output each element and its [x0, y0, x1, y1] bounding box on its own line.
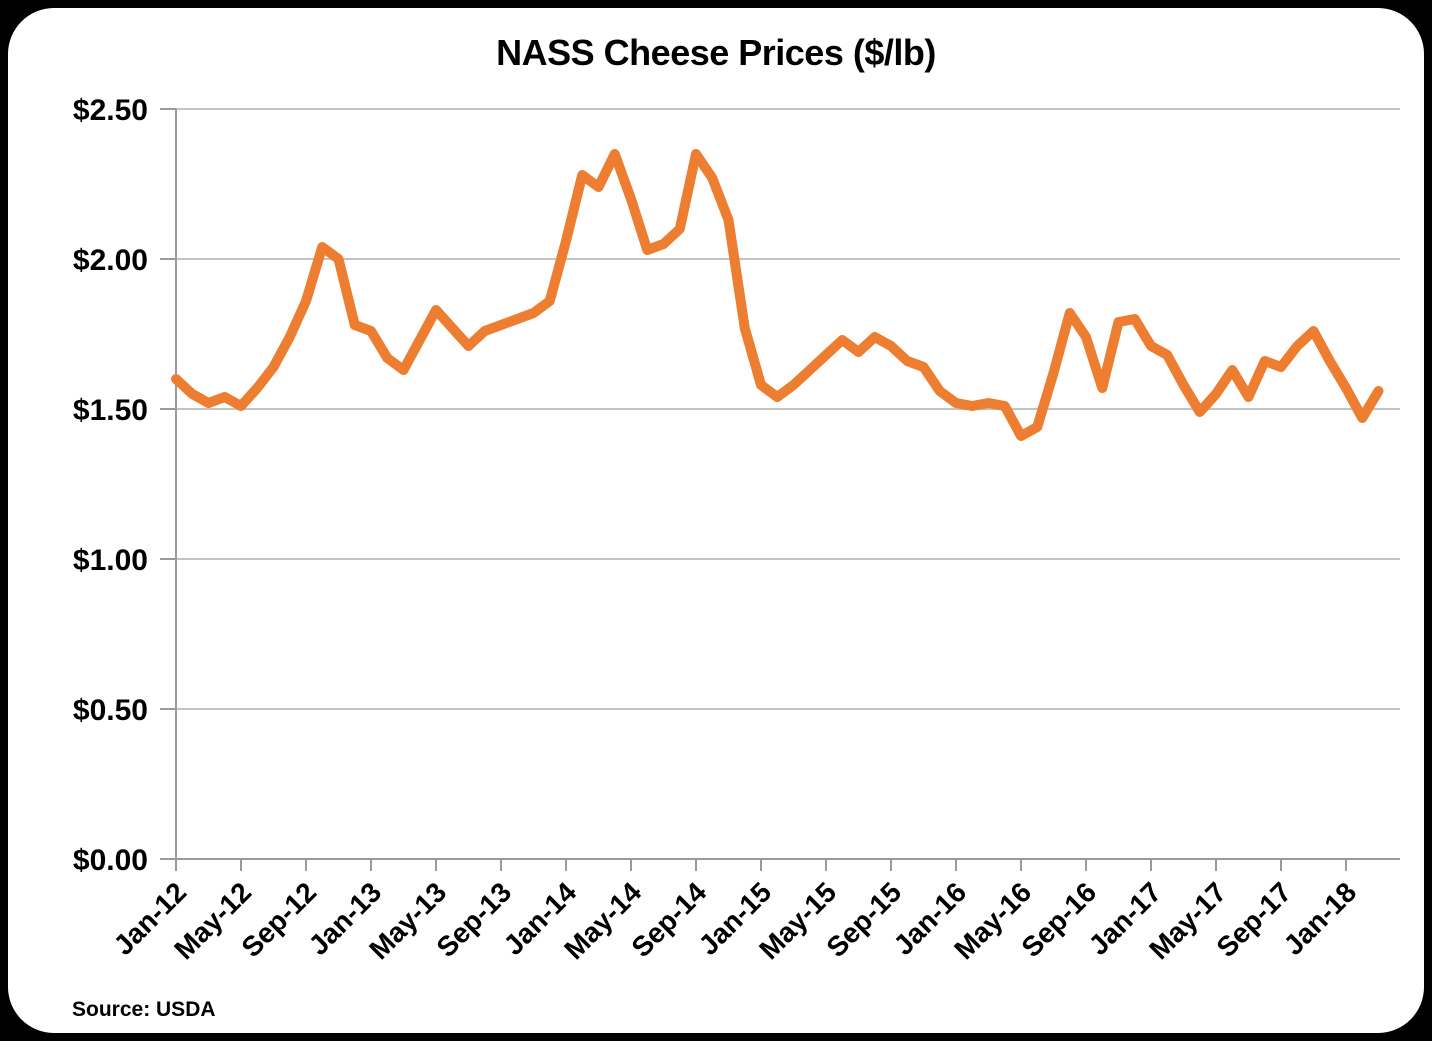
x-axis-label: Sep-15	[820, 876, 907, 963]
x-axis-label: Jan-18	[1278, 876, 1363, 961]
y-axis-label: $0.50	[73, 694, 148, 727]
chart-card: NASS Cheese Prices ($/lb) $0.00 $0.50 $1.0…	[8, 8, 1424, 1033]
y-axis-label: $1.00	[73, 544, 148, 577]
cheese-price-line-chart: $0.00$0.50$1.00$1.50$2.00$2.50Jan-12May-…	[73, 94, 1400, 965]
y-axis-label: $0.00	[73, 844, 148, 877]
y-axis-label: $1.50	[73, 394, 148, 427]
x-axis-label: Sep-12	[235, 876, 322, 963]
x-axis-label: Sep-16	[1015, 876, 1102, 963]
chart-title: NASS Cheese Prices ($/lb)	[496, 32, 936, 73]
x-axis-label: Sep-17	[1210, 876, 1297, 963]
x-axis-label: Sep-13	[430, 876, 517, 963]
price-series-line	[171, 149, 1384, 441]
y-axis-label: $2.00	[73, 244, 148, 277]
x-axis-label: Sep-14	[625, 876, 712, 963]
source-note: Source: USDA	[72, 998, 216, 1021]
y-axis-label: $2.50	[73, 94, 148, 127]
